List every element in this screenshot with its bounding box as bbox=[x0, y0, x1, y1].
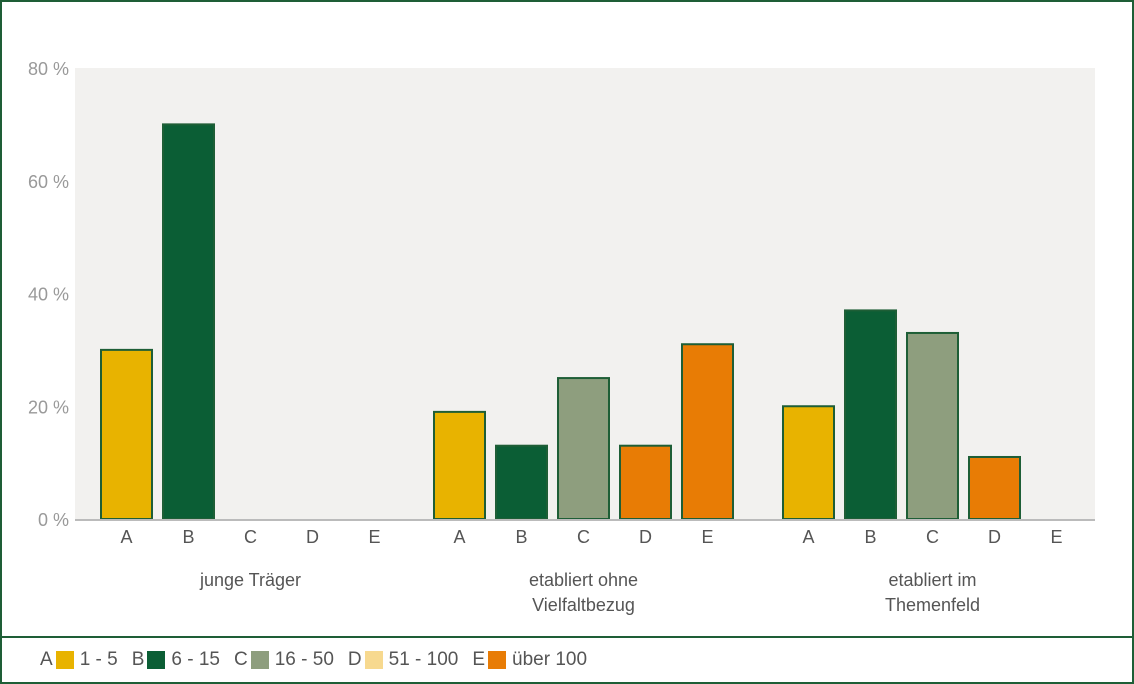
legend-swatch bbox=[147, 651, 166, 669]
group-label: junge Träger bbox=[199, 570, 301, 590]
x-tick-label: D bbox=[306, 527, 319, 547]
legend-swatch bbox=[55, 651, 74, 669]
legend-swatch bbox=[364, 651, 383, 669]
legend-item: A 1 - 5 bbox=[40, 649, 118, 671]
legend-item: D 51 - 100 bbox=[348, 649, 458, 671]
bar-c bbox=[557, 377, 610, 520]
legend-item: B 6 - 15 bbox=[132, 649, 220, 671]
legend-letter: C bbox=[234, 649, 248, 670]
y-tick-label: 80 % bbox=[28, 59, 69, 79]
x-tick-label: C bbox=[577, 527, 590, 547]
legend-swatch bbox=[250, 651, 269, 669]
legend-letter: B bbox=[131, 649, 145, 670]
x-tick-label: E bbox=[1050, 527, 1062, 547]
legend-label: 6 - 15 bbox=[171, 649, 220, 670]
bar-a bbox=[433, 410, 486, 521]
x-tick-label: A bbox=[453, 527, 465, 547]
legend-letter: A bbox=[40, 649, 53, 670]
legend-letter: E bbox=[472, 649, 486, 670]
x-tick-label: D bbox=[639, 527, 652, 547]
x-tick-label: D bbox=[988, 527, 1001, 547]
bar-b bbox=[844, 309, 897, 520]
legend-label: 51 - 100 bbox=[388, 649, 459, 670]
x-tick-label: B bbox=[182, 527, 194, 547]
x-tick-label: B bbox=[515, 527, 527, 547]
bar-e bbox=[681, 343, 734, 520]
y-tick-label: 20 % bbox=[28, 397, 69, 417]
y-tick-label: 40 % bbox=[28, 285, 69, 305]
x-tick-label: B bbox=[864, 527, 876, 547]
x-tick-label: E bbox=[368, 527, 380, 547]
x-tick-label: C bbox=[244, 527, 257, 547]
x-tick-label: A bbox=[120, 527, 132, 547]
legend-item: C 16 - 50 bbox=[234, 649, 334, 671]
legend-letter: D bbox=[347, 649, 362, 670]
legend-label: 1 - 5 bbox=[79, 649, 118, 670]
bar-b bbox=[162, 123, 215, 520]
group-label: Themenfeld bbox=[885, 595, 980, 615]
bar-a bbox=[782, 405, 835, 520]
x-tick-label: C bbox=[926, 527, 939, 547]
y-tick-label: 0 % bbox=[38, 510, 69, 530]
bar-d bbox=[968, 455, 1021, 520]
group-label: etabliert im bbox=[888, 570, 976, 590]
legend-swatch bbox=[488, 651, 507, 669]
group-label: etabliert ohne bbox=[529, 570, 638, 590]
y-tick-label: 60 % bbox=[28, 172, 69, 192]
legend-label: über 100 bbox=[512, 649, 588, 670]
bar-c bbox=[906, 331, 959, 520]
bar-a bbox=[100, 348, 153, 520]
x-tick-label: E bbox=[701, 527, 713, 547]
x-tick-label: A bbox=[802, 527, 814, 547]
legend-label: 16 - 50 bbox=[274, 649, 334, 670]
group-label: Vielfaltbezug bbox=[532, 595, 635, 615]
bar-d bbox=[619, 444, 672, 520]
bar-b bbox=[495, 444, 548, 520]
